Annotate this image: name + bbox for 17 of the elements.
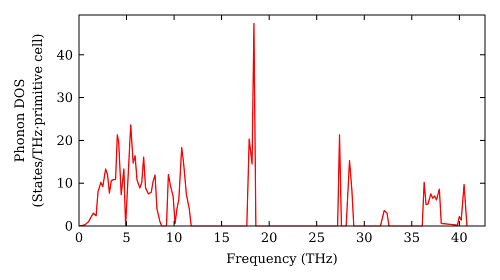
y-tick-label: 30: [56, 91, 73, 106]
y-axis-title: Phonon DOS (States/THz·primitive cell): [13, 33, 46, 208]
x-tick-label: 25: [308, 231, 325, 246]
x-axis-title: Frequency (THz): [226, 252, 338, 267]
y-tick-label: 40: [56, 48, 73, 64]
y-tick-label: 0: [64, 220, 73, 234]
x-tick-label: 20: [260, 231, 278, 246]
y-tick-label: 20: [56, 134, 73, 149]
x-tick-label: 0: [74, 231, 84, 246]
x-tick-label: 15: [213, 231, 230, 246]
x-tick-label: 40: [451, 231, 468, 246]
y-tick-label: 10: [56, 176, 73, 192]
x-tick-label: 35: [404, 231, 420, 246]
x-tick-label: 10: [166, 231, 182, 246]
line-series: [78, 22, 468, 227]
x-tick-label: 30: [356, 231, 373, 246]
x-tick-label: 5: [122, 231, 131, 246]
